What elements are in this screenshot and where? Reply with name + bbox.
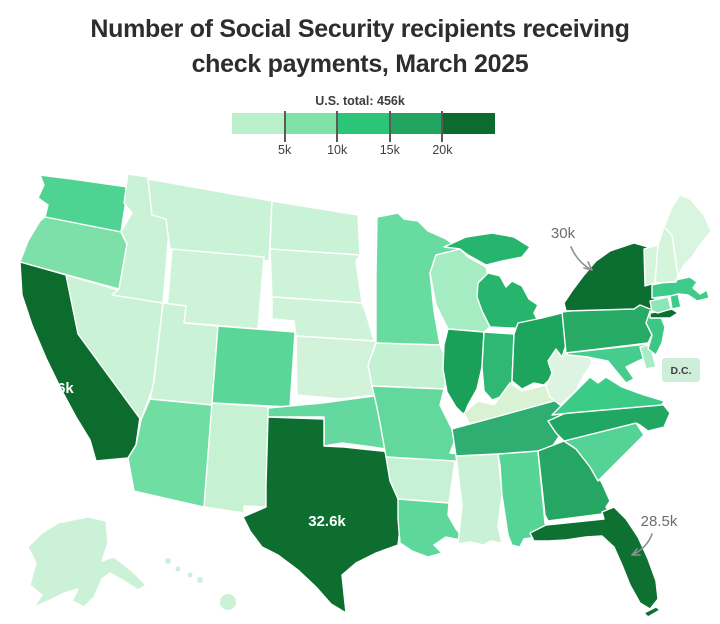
state-colorado[interactable] bbox=[211, 325, 296, 408]
page-title-line-2: check payments, March 2025 bbox=[191, 50, 529, 78]
dc-chip-box[interactable] bbox=[662, 358, 700, 382]
legend-total-label: U.S. total: 456k bbox=[315, 94, 405, 108]
state-florida-keys[interactable] bbox=[643, 606, 661, 618]
legend-tick-20k bbox=[441, 111, 444, 142]
fl-callout-value: 28.5k bbox=[641, 513, 678, 530]
state-virginia[interactable] bbox=[551, 376, 665, 416]
legend-tick-label-5k: 5k bbox=[277, 143, 292, 157]
tx-value-label: 32.6k bbox=[308, 513, 346, 530]
state-oklahoma[interactable] bbox=[267, 392, 401, 452]
state-louisiana[interactable] bbox=[397, 498, 467, 558]
state-texas[interactable] bbox=[242, 416, 404, 614]
ny-callout-arrow-icon bbox=[570, 246, 593, 271]
legend-tick-label-20k: 20k bbox=[432, 143, 453, 157]
page-title-line-1: Number of Social Security recipients rec… bbox=[90, 15, 630, 43]
state-michigan[interactable] bbox=[476, 272, 539, 330]
state-michigan-upper-peninsula[interactable] bbox=[443, 232, 531, 266]
page-title: Number of Social Security recipients rec… bbox=[0, 12, 720, 82]
legend-swatch-3 bbox=[337, 113, 390, 134]
state-hawaii-island-2[interactable] bbox=[175, 566, 181, 572]
state-hawaii-island-3[interactable] bbox=[187, 572, 193, 578]
fl-callout-arrow-icon bbox=[631, 533, 653, 556]
legend-tick-10k bbox=[336, 111, 339, 142]
state-new-jersey[interactable] bbox=[645, 310, 666, 356]
state-alaska[interactable] bbox=[27, 516, 147, 608]
ny-callout-value: 30k bbox=[551, 225, 576, 242]
state-hawaii-big-island[interactable] bbox=[220, 594, 236, 610]
legend-swatch-1 bbox=[232, 113, 285, 134]
state-hawaii-island-4[interactable] bbox=[197, 577, 203, 583]
legend-swatch-2 bbox=[284, 113, 338, 134]
state-south-carolina[interactable] bbox=[563, 422, 645, 482]
state-florida[interactable] bbox=[529, 506, 659, 610]
state-delaware[interactable] bbox=[639, 344, 657, 370]
legend-swatch-5 bbox=[442, 113, 495, 134]
legend-color-scale bbox=[232, 113, 495, 134]
state-hawaii-island-1[interactable] bbox=[165, 558, 171, 564]
state-arkansas[interactable] bbox=[385, 456, 456, 504]
legend-tick-label-15k: 15k bbox=[379, 143, 400, 157]
state-missouri[interactable] bbox=[371, 385, 463, 463]
legend-tick-5k bbox=[283, 111, 286, 142]
state-south-dakota[interactable] bbox=[269, 248, 363, 304]
dc-chip-label: D.C. bbox=[671, 365, 692, 377]
state-connecticut[interactable] bbox=[649, 296, 672, 314]
ca-value-label: 44.6k bbox=[36, 380, 74, 397]
legend-tick-15k bbox=[388, 111, 391, 142]
state-iowa[interactable] bbox=[367, 342, 451, 390]
state-north-dakota[interactable] bbox=[269, 200, 361, 256]
legend-tick-label-10k: 10k bbox=[327, 143, 348, 157]
us-choropleth-map: D.C. 30k 28.5k 44.6k 32.6k bbox=[19, 173, 712, 618]
state-maine[interactable] bbox=[663, 194, 712, 277]
legend-swatch-4 bbox=[389, 113, 443, 134]
state-new-mexico[interactable] bbox=[203, 402, 273, 514]
state-mississippi[interactable] bbox=[455, 453, 503, 546]
